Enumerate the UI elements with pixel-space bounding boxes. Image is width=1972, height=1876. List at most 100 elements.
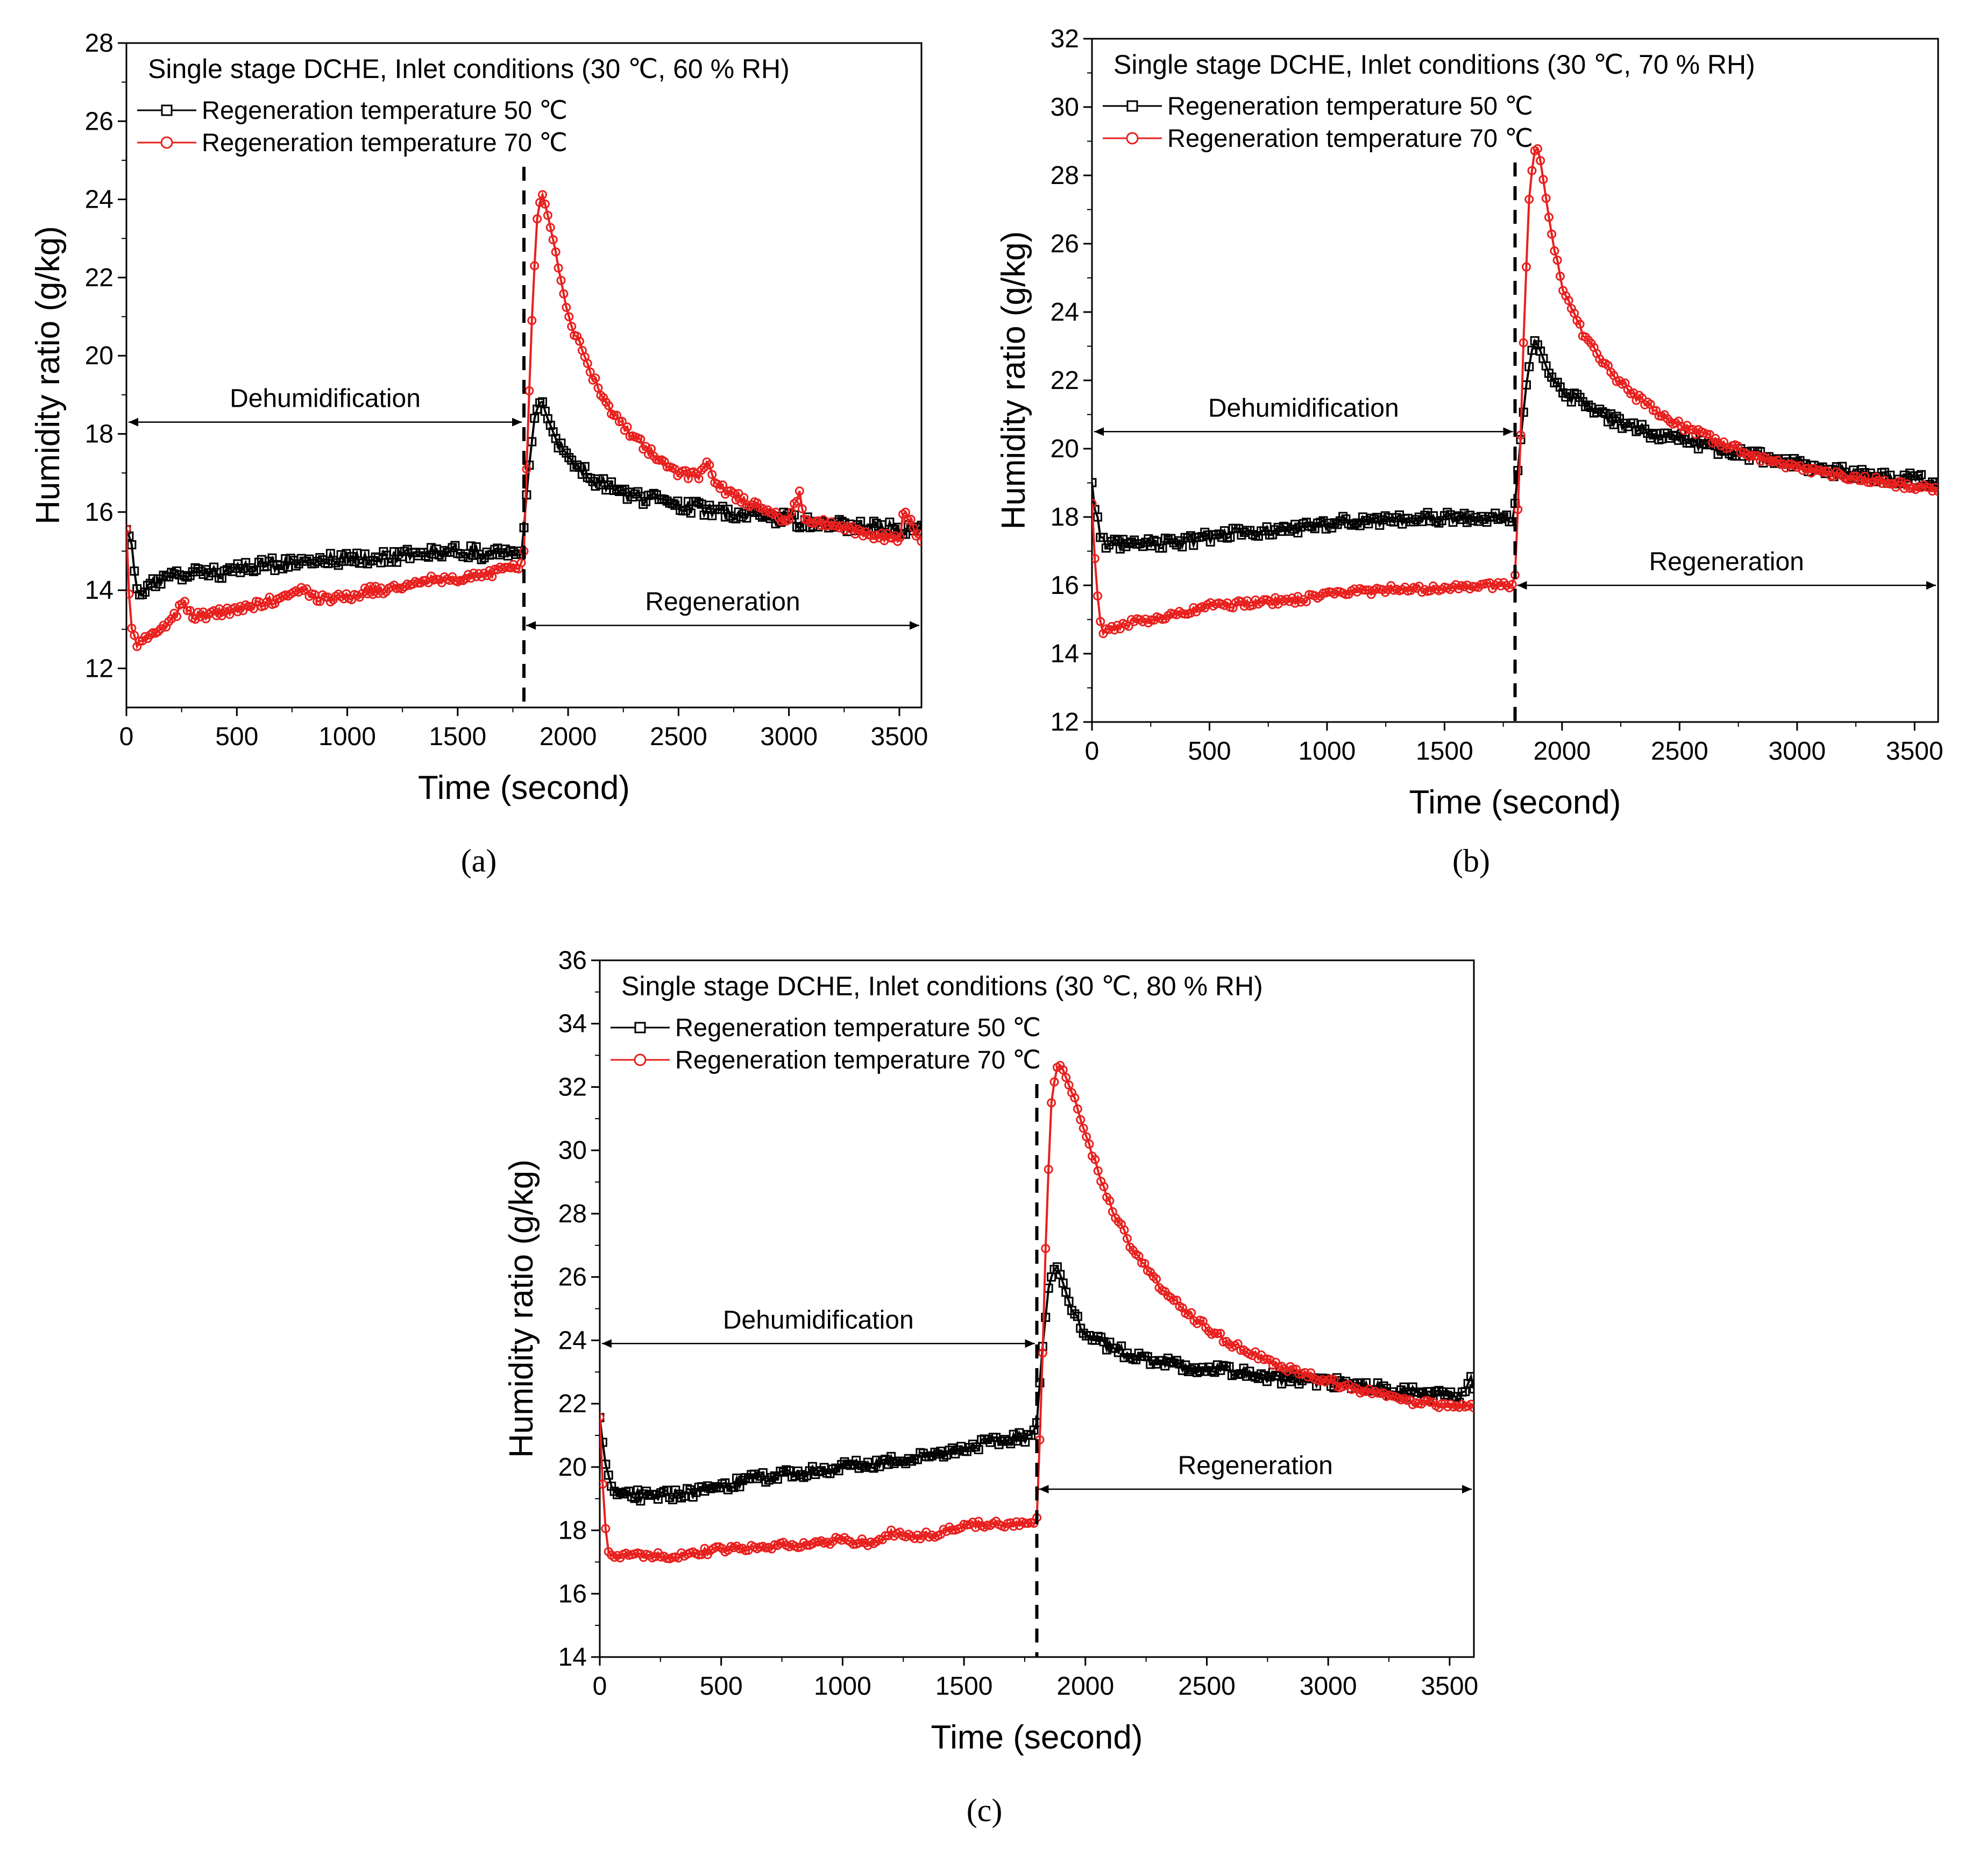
- data-point-marker: [1055, 1270, 1065, 1279]
- data-point-marker: [1200, 527, 1210, 537]
- data-point-marker: [1533, 144, 1542, 153]
- data-point-marker: [875, 1462, 884, 1471]
- data-point-marker: [1290, 520, 1300, 529]
- data-point-marker: [1566, 397, 1576, 407]
- data-point-marker: [796, 1470, 806, 1479]
- data-point-marker: [615, 1488, 625, 1497]
- data-point-marker: [1223, 533, 1232, 543]
- data-point-marker: [1242, 1371, 1251, 1381]
- data-point-marker: [1398, 519, 1407, 529]
- data-point-marker: [1125, 1353, 1135, 1363]
- data-point-marker: [562, 302, 571, 312]
- data-point-marker: [1058, 1278, 1068, 1288]
- data-point-marker: [900, 507, 910, 517]
- data-point-marker: [1166, 1357, 1176, 1367]
- data-point-marker: [1181, 1360, 1190, 1370]
- data-point-marker: [564, 312, 574, 322]
- data-point-marker: [1324, 519, 1333, 528]
- data-point-marker: [1253, 532, 1263, 541]
- data-point-marker: [1079, 1123, 1088, 1133]
- y-axis-label: Humidity ratio (g/kg): [503, 1159, 540, 1458]
- y-tick-label: 16: [85, 498, 114, 527]
- data-point-marker: [1466, 1399, 1474, 1409]
- x-tick-label: 1000: [1299, 737, 1356, 766]
- data-point-marker: [985, 1438, 995, 1447]
- data-point-marker: [1369, 514, 1379, 524]
- data-point-marker: [1098, 533, 1108, 542]
- data-point-marker: [180, 597, 189, 606]
- data-point-marker: [691, 497, 701, 506]
- chart-title: Single stage DCHE, Inlet conditions (30 …: [148, 54, 790, 84]
- data-point-marker: [1047, 1098, 1056, 1108]
- data-point-marker: [1420, 511, 1430, 520]
- data-point-marker: [697, 465, 706, 475]
- data-point-marker: [1224, 1362, 1234, 1371]
- data-point-marker: [600, 1438, 607, 1447]
- data-point-marker: [633, 487, 643, 497]
- y-tick-label: 36: [558, 946, 587, 975]
- data-point-marker: [1519, 407, 1528, 417]
- y-tick-label: 30: [558, 1136, 587, 1165]
- regeneration-arrow: [1039, 1485, 1472, 1494]
- data-point-marker: [1107, 536, 1117, 546]
- data-point-marker: [753, 1474, 762, 1483]
- data-point-marker: [537, 397, 547, 407]
- data-point-marker: [1399, 1382, 1409, 1392]
- y-tick-label: 20: [1051, 435, 1079, 463]
- data-point-marker: [400, 582, 409, 592]
- data-point-marker: [881, 1531, 890, 1540]
- data-point-marker: [1380, 511, 1390, 521]
- data-point-marker: [1126, 537, 1136, 547]
- data-point-marker: [574, 336, 584, 346]
- data-point-marker: [548, 427, 558, 437]
- data-point-marker: [201, 614, 211, 624]
- data-point-marker: [707, 511, 717, 520]
- data-point-marker: [898, 1457, 907, 1467]
- data-point-marker: [564, 453, 574, 463]
- data-point-marker: [392, 557, 402, 567]
- data-point-marker: [1338, 512, 1348, 521]
- data-point-marker: [1513, 505, 1523, 514]
- data-point-marker: [604, 401, 614, 410]
- data-point-marker: [617, 416, 627, 426]
- data-point-marker: [1227, 1371, 1237, 1381]
- data-point-marker: [1110, 625, 1119, 635]
- data-point-marker: [601, 1524, 611, 1533]
- data-point-marker: [1058, 1065, 1068, 1075]
- legend-marker: [1126, 100, 1138, 112]
- data-point-marker: [1555, 382, 1565, 392]
- legend-label: Regeneration temperature 70 ℃: [675, 1045, 1041, 1074]
- data-point-marker: [1093, 512, 1102, 522]
- data-point-marker: [1135, 539, 1145, 549]
- data-point-marker: [997, 1436, 1006, 1446]
- data-point-marker: [1257, 1369, 1266, 1379]
- x-tick-label: 2000: [1533, 737, 1591, 766]
- data-point-marker: [493, 565, 502, 575]
- data-point-marker: [530, 413, 540, 423]
- data-point-marker: [1917, 470, 1926, 479]
- data-point-marker: [1288, 1365, 1298, 1375]
- data-point-marker: [787, 507, 797, 517]
- data-point-marker: [1122, 1234, 1132, 1243]
- data-point-marker: [1157, 1356, 1167, 1365]
- x-tick-label: 500: [700, 1672, 743, 1701]
- data-point-marker: [688, 1492, 698, 1502]
- data-point-marker: [1044, 1165, 1053, 1174]
- data-point-marker: [1431, 1386, 1441, 1396]
- data-point-marker: [1119, 1225, 1129, 1235]
- data-point-marker: [718, 501, 727, 511]
- legend-entry-1: Regeneration temperature 50 ℃: [1103, 91, 1533, 120]
- data-point-marker: [871, 519, 881, 528]
- x-tick-label: 1000: [318, 723, 376, 751]
- data-point-marker: [1207, 1366, 1216, 1376]
- data-point-marker: [1180, 609, 1190, 619]
- data-point-marker: [1469, 1384, 1474, 1394]
- data-point-marker: [910, 1454, 919, 1463]
- x-tick-label: 500: [215, 723, 258, 751]
- data-point-marker: [1657, 434, 1666, 444]
- dehumidification-label: Dehumidification: [1208, 394, 1399, 422]
- legend-entry-1: Regeneration temperature 50 ℃: [137, 96, 568, 124]
- legend-marker: [634, 1053, 647, 1066]
- data-point-marker: [543, 414, 552, 423]
- data-point-marker: [1177, 542, 1187, 551]
